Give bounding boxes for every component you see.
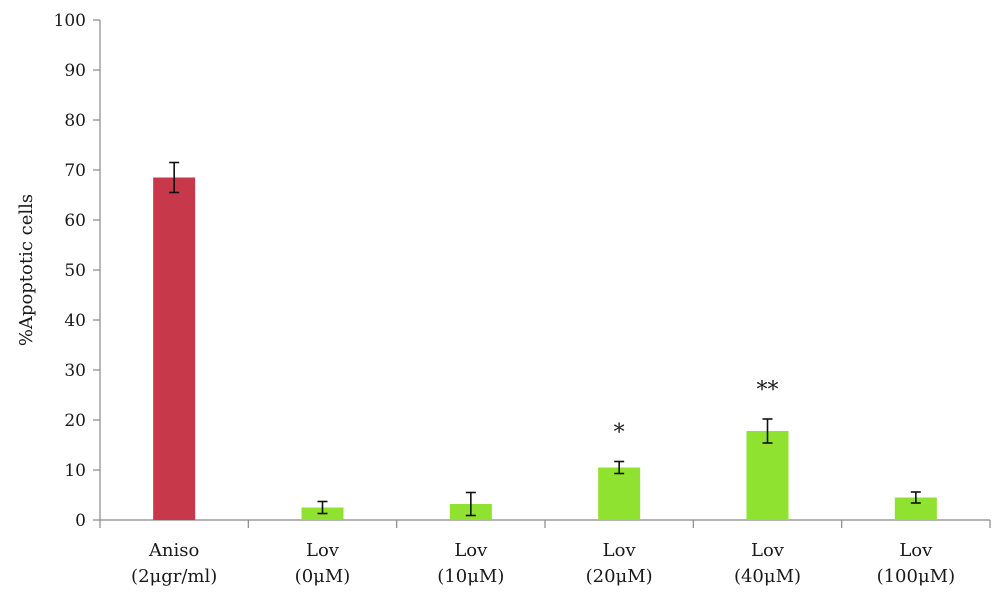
bar bbox=[153, 177, 196, 520]
y-tick-label: 100 bbox=[54, 11, 86, 31]
y-tick-label: 90 bbox=[64, 61, 86, 81]
category-label: (2μgr/ml) bbox=[131, 566, 217, 587]
error-bar bbox=[169, 161, 180, 194]
y-tick-label: 30 bbox=[64, 361, 86, 381]
y-tick-label: 10 bbox=[64, 461, 86, 481]
y-tick-label: 20 bbox=[64, 411, 86, 431]
error-bars bbox=[169, 161, 921, 517]
bar bbox=[746, 431, 789, 520]
category-label: (0μM) bbox=[295, 566, 351, 587]
y-tick-label: 80 bbox=[64, 111, 86, 131]
category-label: Lov bbox=[751, 540, 785, 561]
category-label: Lov bbox=[454, 540, 488, 561]
bar bbox=[894, 497, 937, 520]
y-tick-label: 40 bbox=[64, 311, 86, 331]
category-label: Lov bbox=[603, 540, 637, 561]
x-axis bbox=[99, 519, 991, 528]
error-bar bbox=[465, 491, 476, 517]
category-label: (100μM) bbox=[877, 566, 956, 587]
y-axis: 0 10 20 30 40 50 60 70 80 90 100 bbox=[54, 11, 101, 531]
category-label: Aniso bbox=[148, 540, 199, 561]
significance-markers: *** bbox=[614, 378, 779, 446]
significance-marker: ** bbox=[757, 378, 779, 403]
y-tick-label: 60 bbox=[64, 211, 86, 231]
bar bbox=[598, 467, 641, 520]
error-bar bbox=[762, 418, 773, 444]
error-bar bbox=[910, 491, 921, 504]
error-bar bbox=[614, 460, 625, 475]
y-tick-label: 0 bbox=[75, 511, 86, 531]
category-label: (20μM) bbox=[586, 566, 653, 587]
category-label: Lov bbox=[306, 540, 340, 561]
y-axis-label: %Apoptotic cells bbox=[16, 194, 37, 346]
category-label: (10μM) bbox=[437, 566, 504, 587]
y-tick-label: 70 bbox=[64, 161, 86, 181]
error-bar bbox=[317, 500, 328, 515]
significance-marker: * bbox=[614, 421, 625, 446]
bars bbox=[153, 177, 937, 520]
category-labels: Aniso (2μgr/ml) Lov (0μM) Lov (10μM) Lov (20μM)… bbox=[131, 540, 955, 587]
category-label: (40μM) bbox=[734, 566, 801, 587]
category-label: Lov bbox=[899, 540, 933, 561]
y-tick-label: 50 bbox=[64, 261, 86, 281]
